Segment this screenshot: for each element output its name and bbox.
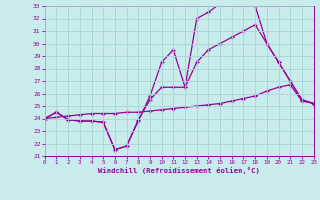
X-axis label: Windchill (Refroidissement éolien,°C): Windchill (Refroidissement éolien,°C) bbox=[98, 167, 260, 174]
